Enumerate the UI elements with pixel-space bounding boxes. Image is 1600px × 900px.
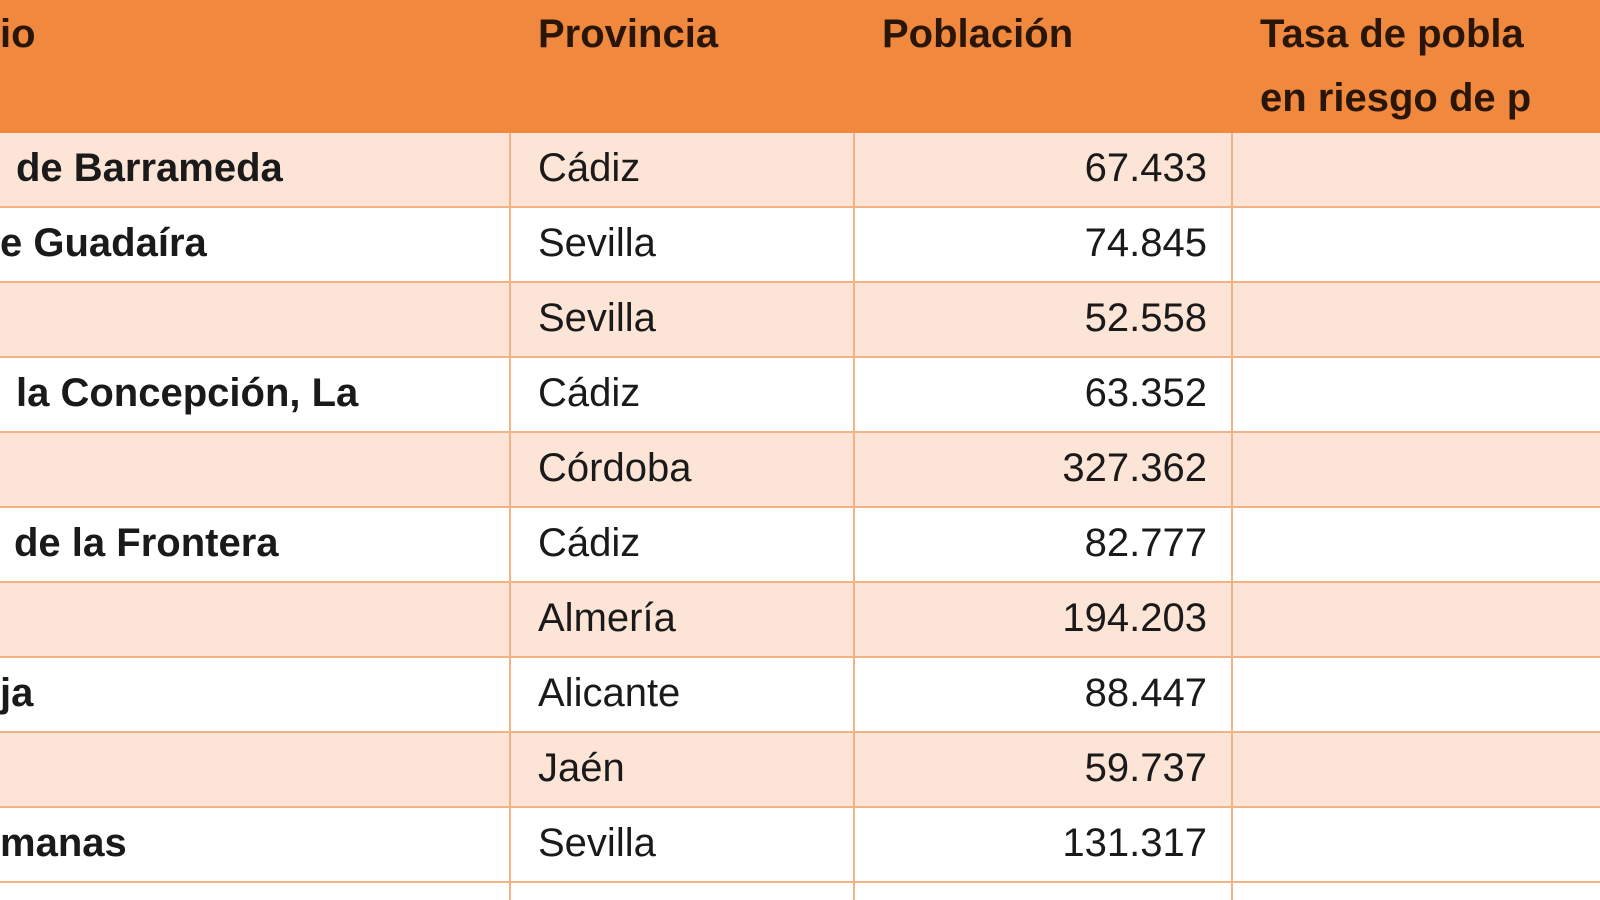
table-header: io Provincia Población Tasa de pobla en … [0, 0, 1600, 133]
cell-municipio: de la Frontera [14, 521, 279, 565]
table-row: Sevilla 52.558 [0, 283, 1600, 358]
cell-poblacion: 74.845 [1084, 221, 1207, 265]
cell-poblacion: 131.317 [1062, 821, 1207, 865]
cell-provincia: Cádiz [538, 521, 641, 565]
table-row: ja Alicante 88.447 [0, 658, 1600, 733]
cell-municipio: manas [0, 821, 127, 865]
table-row: de la Frontera Cádiz 82.777 [0, 508, 1600, 583]
cell-poblacion: 59.737 [1084, 746, 1207, 790]
cell-provincia: Cádiz [538, 371, 641, 415]
table-row: manas Sevilla 131.317 [0, 808, 1600, 883]
cell-poblacion: 52.558 [1084, 296, 1207, 340]
cell-provincia: Alicante [538, 671, 681, 715]
header-municipio: io [0, 12, 36, 56]
column-divider [1231, 133, 1233, 900]
cell-municipio: de Barrameda [16, 146, 283, 190]
header-provincia: Provincia [538, 12, 719, 56]
table-row: e Guadaíra Sevilla 74.845 [0, 208, 1600, 283]
table-row: de Barrameda Cádiz 67.433 [0, 133, 1600, 208]
cell-poblacion: 194.203 [1062, 596, 1207, 640]
column-divider [509, 133, 511, 900]
cell-municipio: ja [0, 671, 34, 715]
cell-municipio: e Guadaíra [0, 221, 207, 265]
cell-poblacion: 88.447 [1084, 671, 1207, 715]
table-row: Jaén 59.737 [0, 733, 1600, 808]
table-row: la Concepción, La Cádiz 63.352 [0, 358, 1600, 433]
table-row: Córdoba 327.362 [0, 433, 1600, 508]
cell-provincia: Cádiz [538, 146, 641, 190]
header-tasa-line1: Tasa de pobla [1260, 12, 1524, 56]
cell-provincia: Sevilla [538, 821, 656, 865]
header-poblacion: Población [882, 12, 1074, 56]
cell-municipio: la Concepción, La [16, 371, 359, 415]
cell-poblacion: 327.362 [1062, 446, 1207, 490]
table-row: Almería 194.203 [0, 583, 1600, 658]
cell-provincia: Córdoba [538, 446, 692, 490]
cell-provincia: Almería [538, 596, 676, 640]
cell-provincia: Jaén [538, 746, 625, 790]
cell-provincia: Sevilla [538, 296, 656, 340]
cell-poblacion: 63.352 [1084, 371, 1207, 415]
cell-provincia: Sevilla [538, 221, 656, 265]
header-tasa-line2: en riesgo de p [1260, 76, 1532, 120]
column-divider [853, 133, 855, 900]
cell-poblacion: 67.433 [1084, 146, 1207, 190]
cell-poblacion: 82.777 [1084, 521, 1207, 565]
